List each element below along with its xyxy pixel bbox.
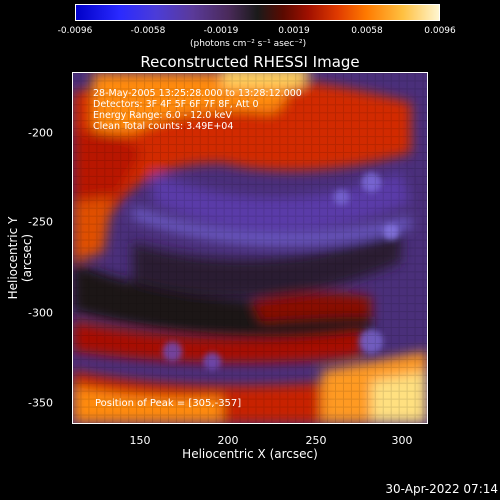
x-tick: 200 xyxy=(217,434,239,447)
y-tick: -350 xyxy=(28,396,53,410)
colorbar-tick: -0.0058 xyxy=(130,26,166,36)
x-tick: 250 xyxy=(305,434,327,447)
image-title: Reconstructed RHESSI Image xyxy=(140,53,360,71)
colorbar-tick: 0.0058 xyxy=(351,26,383,36)
rhessi-image xyxy=(72,72,428,424)
colorbar-tick: 0.0019 xyxy=(278,26,310,36)
info-clean-counts: Clean Total counts: 3.49E+04 xyxy=(93,121,234,132)
info-detectors: Detectors: 3F 4F 5F 6F 7F 8F, Att 0 xyxy=(93,99,259,110)
colorbar xyxy=(75,4,440,21)
x-axis-label: Heliocentric X (arcsec) xyxy=(182,447,318,461)
x-tick: 150 xyxy=(129,434,151,447)
x-tick: 300 xyxy=(391,434,413,447)
y-tick: -200 xyxy=(28,126,53,140)
colorbar-tick: -0.0019 xyxy=(203,26,239,36)
colorbar-tick: -0.0096 xyxy=(57,26,93,36)
y-tick: -300 xyxy=(28,306,53,320)
y-tick: -250 xyxy=(28,215,53,229)
info-time-range: 28-May-2005 13:25:28.000 to 13:28:12.000 xyxy=(93,88,302,99)
timestamp: 30-Apr-2022 07:14 xyxy=(385,482,498,496)
info-energy: Energy Range: 6.0 - 12.0 keV xyxy=(93,110,232,121)
colorbar-unit: (photons cm⁻² s⁻¹ asec⁻²) xyxy=(190,39,307,49)
colorbar-tick: 0.0096 xyxy=(424,26,456,36)
y-axis-label: Heliocentric Y (arcsec) xyxy=(6,216,34,300)
peak-position: Position of Peak = [305,-357] xyxy=(95,398,242,409)
